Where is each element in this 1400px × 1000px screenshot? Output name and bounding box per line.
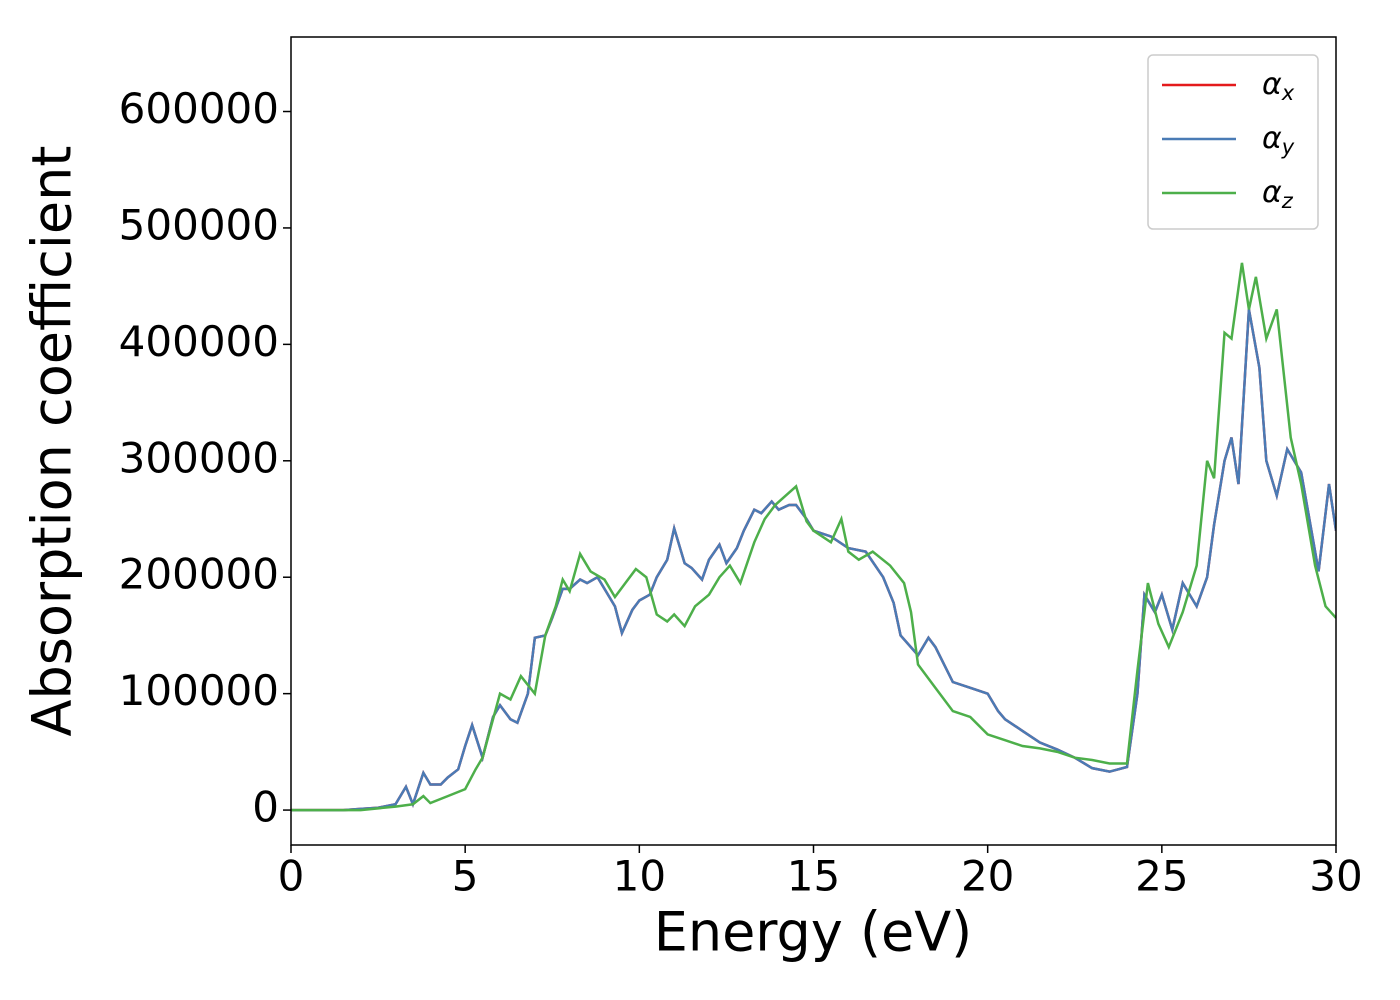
series-line bbox=[291, 309, 1336, 812]
series-line bbox=[291, 262, 1336, 812]
y-tick-label: 300000 bbox=[119, 433, 279, 482]
y-tick-label: 500000 bbox=[119, 200, 279, 249]
legend-label: αy bbox=[1262, 121, 1295, 160]
series-line bbox=[291, 309, 1336, 812]
x-tick-label: 5 bbox=[452, 852, 479, 901]
x-tick-label: 20 bbox=[961, 852, 1014, 901]
y-tick-label: 200000 bbox=[119, 550, 279, 599]
y-axis-label: Absorption coefficient bbox=[21, 146, 84, 737]
legend-label: αz bbox=[1262, 175, 1294, 214]
x-tick-label: 10 bbox=[613, 852, 666, 901]
x-tick-label: 15 bbox=[787, 852, 840, 901]
legend-label: αx bbox=[1262, 67, 1295, 106]
plot-frame bbox=[290, 36, 1337, 846]
x-tick-label: 30 bbox=[1309, 852, 1362, 901]
x-axis-label: Energy (eV) bbox=[654, 901, 973, 964]
y-tick-label: 400000 bbox=[119, 317, 279, 366]
legend-box bbox=[1147, 54, 1319, 230]
y-tick-label: 100000 bbox=[119, 666, 279, 715]
y-tick-label: 0 bbox=[252, 783, 279, 832]
x-tick-label: 0 bbox=[278, 852, 305, 901]
x-tick-label: 25 bbox=[1135, 852, 1188, 901]
y-tick-label: 600000 bbox=[119, 84, 279, 133]
